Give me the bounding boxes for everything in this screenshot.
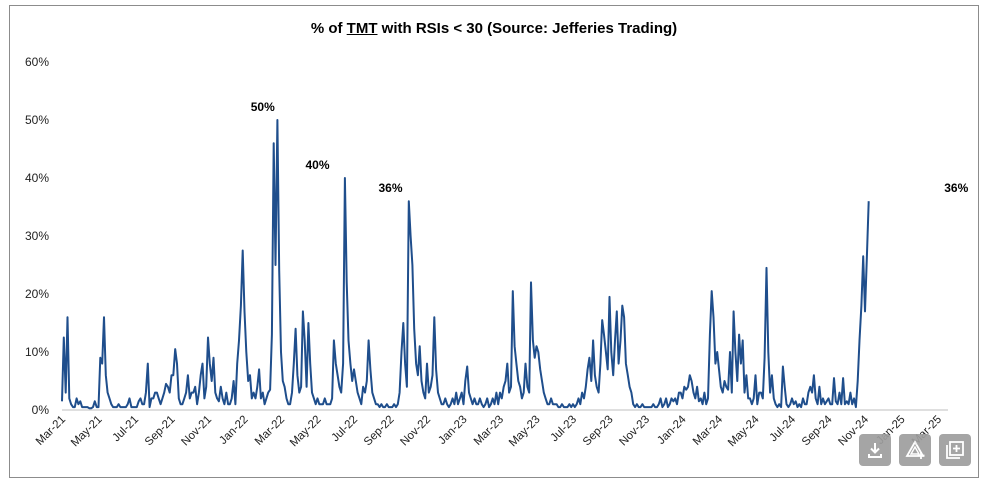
peak-annotation: 40% [305,158,329,172]
ai-assist-icon [905,440,925,459]
y-tick-label: 60% [25,55,49,69]
title-suffix: with RSIs < 30 (Source: Jefferies Tradin… [377,20,678,37]
x-tick-label: Jul-21 [110,414,141,445]
download-icon [868,443,882,458]
x-tick-label: Jul-23 [548,414,579,445]
peak-annotation: 36% [944,181,968,195]
x-tick-label: Sep-22 [362,414,397,449]
add-to-collection-button[interactable] [939,434,971,466]
peak-annotations: 50% 40% 36% 36% [251,100,969,195]
x-tick-label: Sep-23 [581,414,616,449]
x-tick-label: Nov-23 [617,414,652,449]
y-axis: 0% 10% 20% 30% 40% 50% 60% [25,55,49,417]
y-tick-label: 10% [25,345,49,359]
add-to-collection-icon [946,441,964,459]
y-tick-label: 30% [25,229,49,243]
y-tick-label: 50% [25,113,49,127]
x-tick-label: Jul-24 [767,413,798,444]
peak-annotation: 36% [378,181,402,195]
x-tick-label: May-21 [69,414,105,450]
x-tick-label: Jul-22 [329,414,360,445]
x-tick-label: Jan-24 [655,413,689,447]
x-tick-label: Sep-21 [143,414,178,449]
download-button[interactable] [859,434,891,466]
x-tick-label: Jan-22 [217,414,250,447]
y-tick-label: 40% [25,171,49,185]
x-tick-label: May-23 [507,414,543,450]
x-tick-label: Mar-21 [34,414,68,448]
x-tick-label: Jan-23 [436,414,469,447]
peak-annotation: 50% [251,100,275,114]
title-prefix: % of [310,20,347,37]
x-tick-label: Mar-24 [691,413,726,448]
x-tick-label: Nov-22 [398,414,433,449]
x-tick-label: Sep-24 [800,413,835,448]
chart-title: % of TMT with RSIs < 30 (Source: Jefferi… [0,20,988,37]
x-tick-label: Mar-22 [253,414,287,448]
y-tick-label: 0% [32,403,50,417]
series-line-tmt-rsi [61,119,870,410]
title-underlined: TMT [346,20,378,37]
x-tick-label: Mar-23 [472,414,506,448]
x-tick-label: May-24 [726,413,762,449]
x-tick-label: May-22 [288,414,324,450]
x-axis: Mar-21 May-21 Jul-21 Sep-21 Nov-21 Jan-22 Mar-… [34,413,944,449]
y-tick-label: 20% [25,287,49,301]
ai-assist-button[interactable] [899,434,931,466]
x-tick-label: Nov-21 [179,414,214,449]
